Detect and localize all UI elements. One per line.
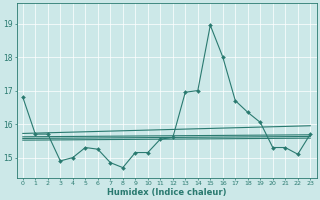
X-axis label: Humidex (Indice chaleur): Humidex (Indice chaleur) [107,188,226,197]
